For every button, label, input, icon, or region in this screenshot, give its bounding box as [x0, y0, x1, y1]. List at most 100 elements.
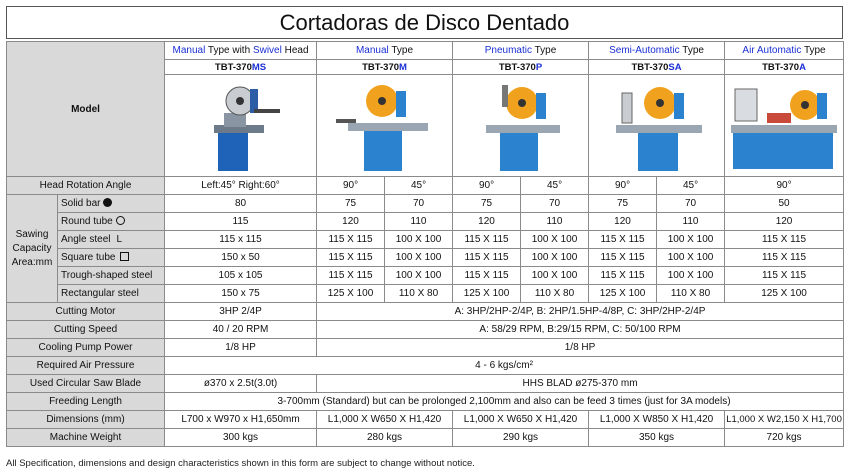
row-sawing-0: Sawing Capacity Area:mm Solid bar 80 75 70… — [6, 194, 845, 303]
cell: 720 kgs — [724, 428, 845, 447]
cell: L1,000 X W850 X H1,420 — [588, 410, 726, 429]
cell: 115 — [164, 212, 318, 231]
sawing-item-label: Solid bar — [56, 194, 166, 213]
sawing-item-label: Square tube — [56, 248, 166, 267]
cell: 115 X 115 — [588, 266, 658, 285]
cell: 125 X 100 — [316, 284, 386, 303]
row-sawing-2: Angle steel L 115 x 115 115 X 115 100 X 100… — [7, 230, 845, 249]
cell: 280 kgs — [316, 428, 454, 447]
cell: 70 — [384, 194, 454, 213]
cell: L1,000 X W650 X H1,420 — [452, 410, 590, 429]
row-freeding: Freeding Length 3-700mm (Standard) but c… — [5, 392, 845, 411]
row-air-pressure: Required Air Pressure 4 - 6 kgs/cm² — [5, 356, 845, 375]
solid-bar-icon — [103, 198, 113, 207]
cell: 45° — [656, 176, 726, 195]
cutting-motor-label: Cutting Motor — [5, 302, 166, 321]
cell: 100 X 100 — [520, 248, 590, 267]
model-code-a: TBT-370A — [724, 59, 845, 75]
head-rotation-label: Head Rotation Angle — [5, 176, 166, 195]
type-header-a: Air Automatic Type — [724, 41, 845, 60]
cell: 120 — [316, 212, 386, 231]
cell: 115 X 115 — [588, 248, 658, 267]
row-cutting-motor: Cutting Motor 3HP 2/4P A: 3HP/2HP-2/4P, … — [5, 302, 845, 321]
row-dimensions: Dimensions (mm) L700 x W970 x H1,650mm L… — [5, 410, 845, 429]
type-header-p: Pneumatic Type — [452, 41, 590, 60]
cell: 110 X 80 — [656, 284, 726, 303]
cell: 110 X 80 — [520, 284, 590, 303]
weight-label: Machine Weight — [5, 428, 166, 447]
cell: 4 - 6 kgs/cm² — [164, 356, 845, 375]
cell: 120 — [724, 212, 845, 231]
cell: 100 X 100 — [656, 248, 726, 267]
spec-table: Model Manual Type with Swivel Head Manua… — [5, 41, 845, 447]
cell: 125 X 100 — [724, 284, 845, 303]
square-tube-icon — [119, 252, 129, 261]
cell: 75 — [588, 194, 658, 213]
row-sawing-1: Round tube 115 120 110 120 110 120 110 120 — [7, 212, 845, 231]
cell: 350 kgs — [588, 428, 726, 447]
cell: L1,000 X W2,150 X H1,700 — [724, 410, 845, 429]
model-code-m: TBT-370M — [316, 59, 454, 75]
cell: 115 X 115 — [452, 248, 522, 267]
row-cooling-pump: Cooling Pump Power 1/8 HP 1/8 HP — [5, 338, 845, 357]
cell: 80 — [164, 194, 318, 213]
cutting-speed-label: Cutting Speed — [5, 320, 166, 339]
row-sawing-3: Square tube 150 x 50 115 X 115 100 X 100 11… — [7, 248, 845, 267]
saw-blade-label: Used Circular Saw Blade — [5, 374, 166, 393]
air-pressure-label: Required Air Pressure — [5, 356, 166, 375]
cell: HHS BLAD ø275-370 mm — [316, 374, 845, 393]
type-header-sa: Semi-Automatic Type — [588, 41, 726, 60]
sawing-item-label: Rectangular steel — [56, 284, 166, 303]
cell: 75 — [452, 194, 522, 213]
cell: 3-700mm (Standard) but can be prolonged … — [164, 392, 845, 411]
cell: ø370 x 2.5t(3.0t) — [164, 374, 318, 393]
cell: 105 x 105 — [164, 266, 318, 285]
cell: 115 X 115 — [316, 266, 386, 285]
machine-image-a — [724, 74, 845, 177]
cell: 125 X 100 — [452, 284, 522, 303]
machine-image-p — [452, 74, 590, 177]
cell: 120 — [452, 212, 522, 231]
cell: 115 X 115 — [724, 266, 845, 285]
cell: 90° — [316, 176, 386, 195]
sawing-item-label: Trough-shaped steel — [56, 266, 166, 285]
cell: A: 3HP/2HP-2/4P, B: 2HP/1.5HP-4/8P, C: 3… — [316, 302, 845, 321]
model-code-p: TBT-370P — [452, 59, 590, 75]
cooling-pump-label: Cooling Pump Power — [5, 338, 166, 357]
cell: 45° — [520, 176, 590, 195]
cell: L1,000 X W650 X H1,420 — [316, 410, 454, 429]
cell: 120 — [588, 212, 658, 231]
cell: 50 — [724, 194, 845, 213]
cell: 115 X 115 — [724, 230, 845, 249]
machine-image-m — [316, 74, 454, 177]
machine-image-sa — [588, 74, 726, 177]
cell: 115 X 115 — [452, 230, 522, 249]
cell: 150 x 75 — [164, 284, 318, 303]
row-weight: Machine Weight 300 kgs 280 kgs 290 kgs 3… — [5, 428, 845, 447]
cell: 90° — [588, 176, 658, 195]
cell: 100 X 100 — [520, 230, 590, 249]
cell: 110 — [656, 212, 726, 231]
cell: 110 — [384, 212, 454, 231]
cell: 40 / 20 RPM — [164, 320, 318, 339]
round-tube-icon — [115, 216, 125, 225]
cell: 90° — [452, 176, 522, 195]
cell: 290 kgs — [452, 428, 590, 447]
cell: 100 X 100 — [384, 248, 454, 267]
machine-image-ms — [164, 74, 318, 177]
type-header-m: Manual Type — [316, 41, 454, 60]
row-cutting-speed: Cutting Speed 40 / 20 RPM A: 58/29 RPM, … — [5, 320, 845, 339]
sawing-item-label: Angle steel L — [56, 230, 166, 249]
model-label: Model — [5, 41, 166, 177]
cell: 115 X 115 — [724, 248, 845, 267]
cell: 100 X 100 — [656, 230, 726, 249]
cell: 115 x 115 — [164, 230, 318, 249]
row-saw-blade: Used Circular Saw Blade ø370 x 2.5t(3.0t… — [5, 374, 845, 393]
model-code-ms: TBT-370MS — [164, 59, 318, 75]
footer-note: All Specification, dimensions and design… — [6, 458, 475, 469]
row-head-rotation: Head Rotation Angle Left:45° Right:60° 9… — [5, 176, 845, 195]
cell: 100 X 100 — [384, 266, 454, 285]
cell: 115 X 115 — [452, 266, 522, 285]
angle-steel-icon: L — [116, 234, 123, 245]
cell: Left:45° Right:60° — [164, 176, 318, 195]
